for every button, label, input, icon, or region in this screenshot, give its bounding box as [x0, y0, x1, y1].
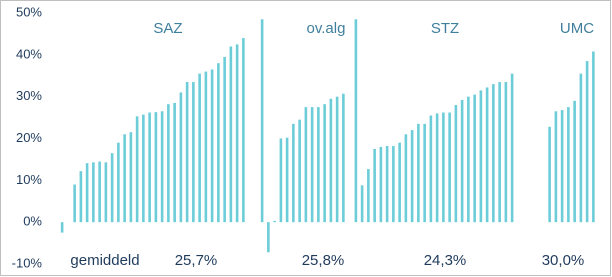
- average-value: 24,3%: [424, 252, 467, 269]
- bar: [367, 169, 370, 223]
- bar: [317, 107, 320, 223]
- bar: [73, 184, 76, 223]
- bar: [229, 46, 233, 223]
- bar: [117, 142, 120, 223]
- bar: [192, 82, 195, 223]
- bar: [435, 113, 439, 223]
- bar: [335, 96, 339, 223]
- bar: [510, 73, 514, 223]
- bar: [123, 134, 126, 223]
- y-tick-label: 40%: [16, 46, 42, 61]
- bar: [267, 222, 270, 253]
- bar: [235, 44, 239, 223]
- group-label: UMC: [560, 20, 594, 37]
- bar: [204, 71, 208, 223]
- y-tick-label: 50%: [16, 4, 42, 19]
- bar: [373, 148, 376, 223]
- y-tick-label: 0%: [23, 214, 42, 229]
- bar: [92, 162, 95, 223]
- bar: [160, 111, 164, 223]
- bar: [223, 56, 226, 223]
- bar: [135, 116, 139, 223]
- bar: [448, 112, 451, 223]
- bar: [260, 19, 264, 223]
- bar: [492, 84, 495, 223]
- bar: [385, 146, 389, 223]
- bar: [167, 104, 170, 223]
- bar: [504, 82, 508, 223]
- group-label: STZ: [431, 20, 459, 37]
- bar: [342, 93, 345, 223]
- bar: [104, 162, 108, 223]
- average-value: 25,8%: [302, 252, 345, 269]
- bar: [485, 87, 489, 223]
- bar: [548, 126, 551, 223]
- bar: [173, 102, 176, 223]
- bar: [498, 82, 501, 223]
- bar: [323, 104, 326, 223]
- y-tick-label: 20%: [16, 130, 42, 145]
- bar: [585, 61, 589, 223]
- bar: [129, 132, 133, 223]
- bar: [292, 123, 295, 223]
- bar: [273, 220, 276, 223]
- bar: [298, 119, 301, 223]
- bar: [110, 153, 114, 223]
- bar: [554, 111, 558, 223]
- bar: [392, 146, 395, 223]
- bar: [354, 19, 358, 223]
- y-tick-label: 30%: [16, 88, 42, 103]
- bar: [573, 100, 576, 223]
- bar: [410, 130, 414, 223]
- bar: [404, 134, 408, 223]
- y-tick-label: -10%: [12, 255, 43, 270]
- bar: [85, 163, 89, 223]
- bar: [198, 73, 201, 223]
- bar: [579, 73, 583, 223]
- bar: [217, 63, 220, 223]
- group-label: ov.alg: [307, 20, 346, 37]
- bar: [142, 114, 145, 223]
- bar: [179, 92, 183, 223]
- bar: [310, 107, 314, 223]
- bar: [567, 107, 570, 223]
- bar: [479, 90, 483, 223]
- bar: [79, 171, 83, 223]
- bar: [360, 185, 364, 223]
- bar: [185, 82, 189, 223]
- bar: [379, 146, 383, 223]
- bar: [429, 115, 433, 223]
- bar: [454, 105, 458, 223]
- bar: [417, 123, 420, 223]
- bar: [285, 137, 289, 223]
- average-value: 30,0%: [542, 252, 585, 269]
- bar: [242, 38, 245, 223]
- bar: [210, 69, 214, 223]
- bar: [467, 96, 470, 223]
- bar: [423, 123, 426, 223]
- bar: [442, 112, 445, 223]
- group-label: SAZ: [153, 20, 182, 37]
- bar: [460, 100, 464, 223]
- bar: [560, 110, 564, 223]
- bar: [279, 138, 283, 223]
- bar: [329, 98, 333, 223]
- average-label: gemiddeld: [70, 252, 139, 269]
- bar: [473, 94, 476, 223]
- bar: [98, 161, 101, 223]
- bar: [304, 107, 308, 223]
- bar: [148, 112, 151, 223]
- bar: [60, 222, 64, 233]
- bar: [154, 112, 158, 223]
- y-tick-label: 10%: [16, 172, 42, 187]
- bar: [398, 142, 401, 223]
- average-value: 25,7%: [175, 252, 218, 269]
- bar: [592, 51, 595, 223]
